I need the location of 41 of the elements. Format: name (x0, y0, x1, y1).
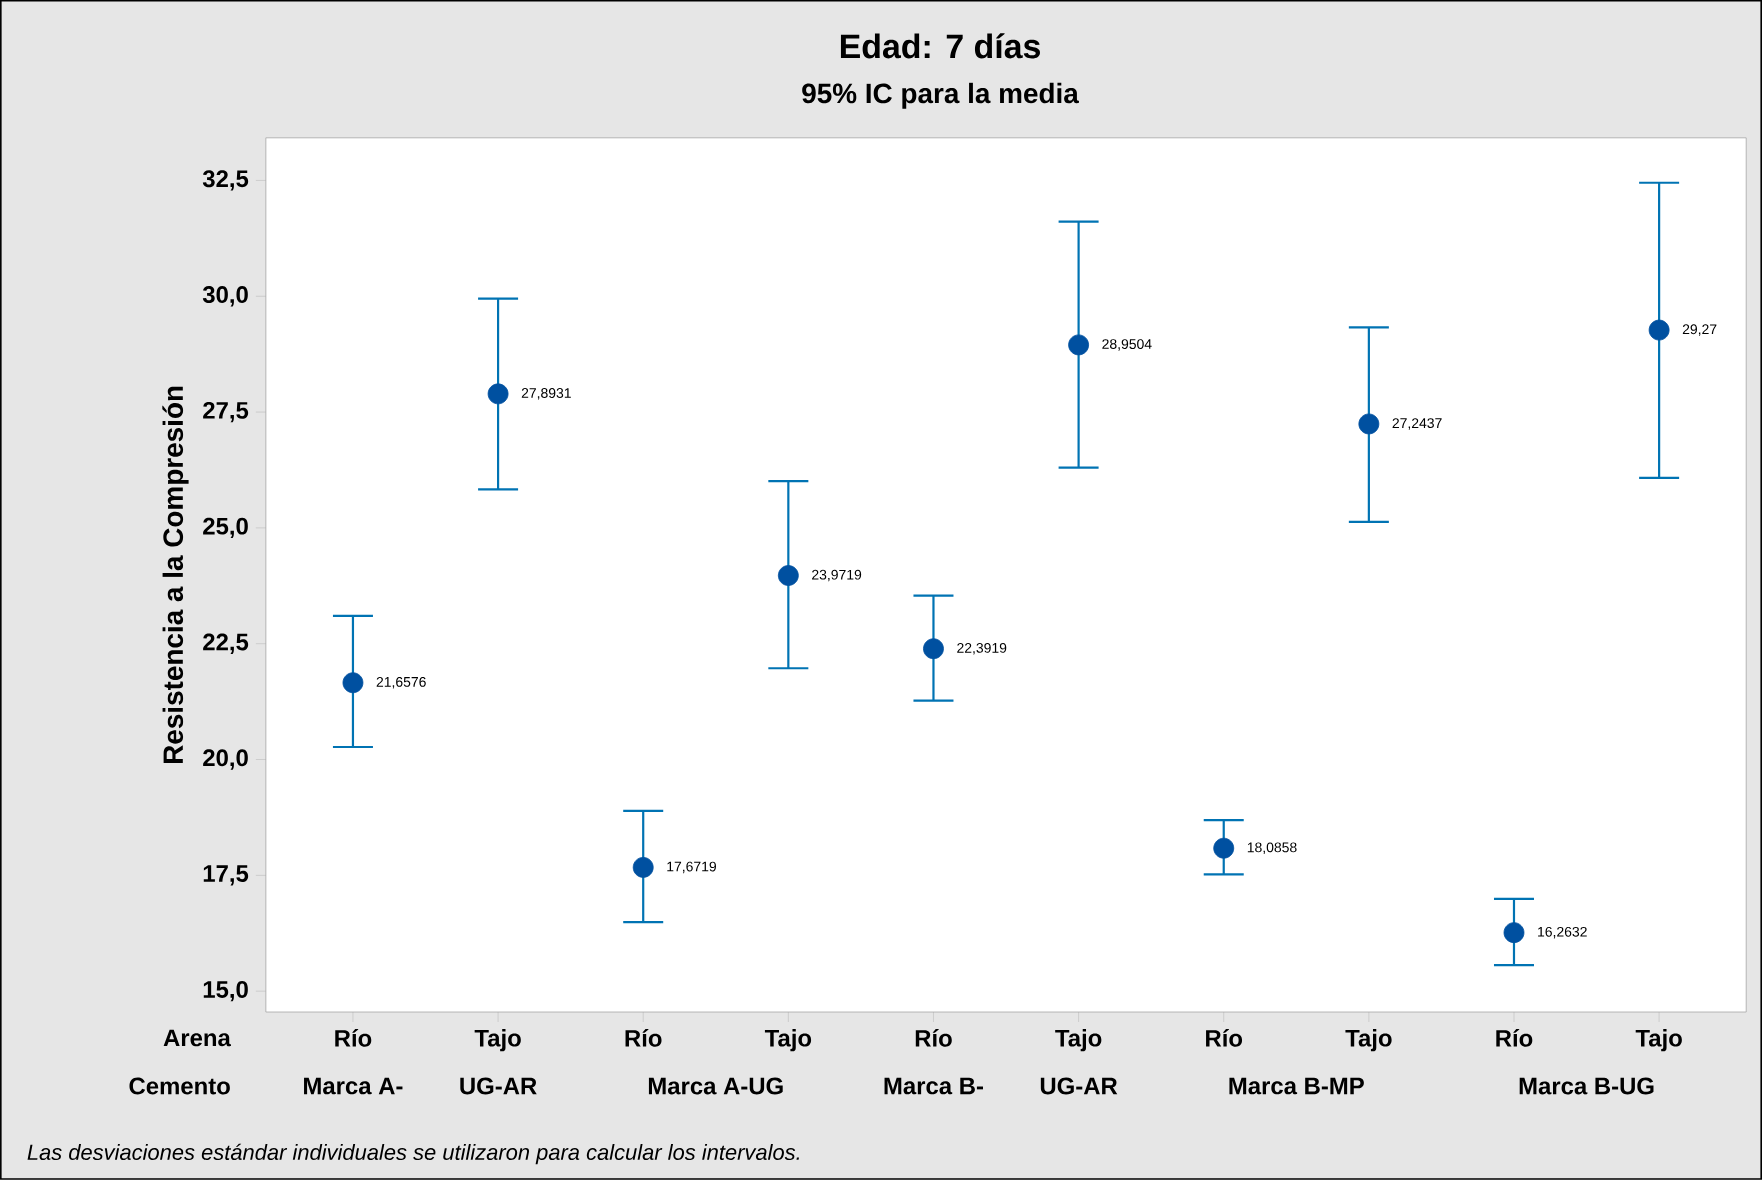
text: Marca A- (304, 1077, 403, 1095)
x-tick-label: Río (625, 1029, 662, 1047)
y-tick-label: 17,5 (203, 865, 249, 886)
text: Las desviaciones estándar individuales se utilizaron para calcular los intervalos. (27, 1143, 800, 1165)
x-tick-label: Río (335, 1029, 372, 1047)
y-tick-label: 22,5 (203, 633, 249, 654)
text: Marca B-UG (1519, 1077, 1654, 1095)
point (923, 638, 944, 660)
text: Cemento (129, 1077, 230, 1095)
x-tick-label: Tajo (764, 1029, 812, 1052)
point (1648, 319, 1670, 341)
x-tick-label: Río (1496, 1029, 1533, 1047)
point (487, 383, 509, 405)
x-tick-label: Tajo (1345, 1029, 1392, 1052)
text: Marca A-UG (648, 1077, 783, 1095)
point (342, 672, 364, 694)
point (1358, 413, 1380, 435)
text: UG-AR (460, 1077, 537, 1095)
x-tick-label: Tajo (1055, 1029, 1102, 1052)
x-tick-label: Tajo (1635, 1029, 1682, 1052)
y-tick-label: 30,0 (202, 286, 248, 307)
y-tick-label: 27,5 (203, 401, 249, 423)
text: Marca B-MP (1229, 1077, 1364, 1095)
x-tick-label: Río (1206, 1029, 1243, 1047)
point (1068, 334, 1089, 356)
y-axis-title: Resistencia a la Compresión (162, 386, 189, 764)
y-tick-label: 15,0 (203, 981, 248, 1002)
chart-title: Edad: 7 días (840, 33, 1040, 59)
point (1213, 837, 1235, 859)
point (1503, 922, 1525, 944)
point (632, 857, 654, 878)
y-tick-label: 25,0 (203, 517, 248, 539)
y-tick-label: 32,5 (202, 170, 249, 191)
y-tick-label: 20,0 (203, 749, 248, 770)
text: Marca B- (884, 1077, 983, 1095)
text: UG-AR (1040, 1077, 1118, 1095)
text: Arena (163, 1029, 231, 1047)
x-tick-label: Tajo (474, 1029, 521, 1052)
chart-subtitle: 95% IC para la media (802, 82, 1079, 109)
point (777, 565, 799, 586)
x-tick-label: Río (915, 1029, 952, 1047)
